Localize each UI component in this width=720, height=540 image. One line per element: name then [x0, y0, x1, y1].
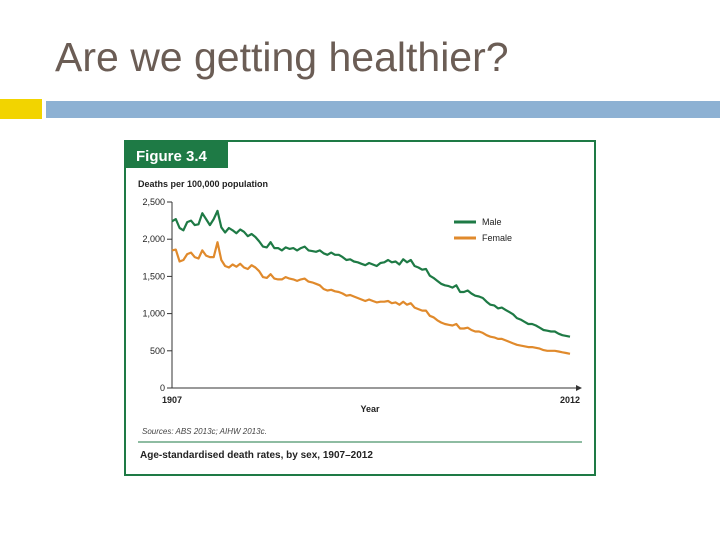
- x-axis-arrow: [576, 385, 582, 391]
- source-note: Sources: ABS 2013c; AIHW 2013c.: [142, 427, 267, 436]
- y-tick-label: 1,500: [142, 271, 165, 281]
- y-tick-label: 1,000: [142, 309, 165, 319]
- x-tick-label: 2012: [560, 395, 580, 405]
- y-tick-label: 2,000: [142, 234, 165, 244]
- legend-label-male: Male: [482, 217, 502, 227]
- figure-frame: Figure 3.4 Deaths per 100,000 population…: [124, 140, 596, 476]
- x-axis-label: Year: [360, 404, 380, 414]
- y-tick-label: 500: [150, 346, 165, 356]
- y-tick-label: 0: [160, 383, 165, 393]
- slide-title: Are we getting healthier?: [55, 34, 509, 80]
- figure-caption: Age-standardised death rates, by sex, 19…: [140, 450, 373, 461]
- figure-label-box: [126, 142, 228, 168]
- y-tick-label: 2,500: [142, 197, 165, 207]
- y-axis-label: Deaths per 100,000 population: [138, 179, 268, 189]
- figure-label: Figure 3.4: [136, 148, 208, 165]
- x-tick-label: 1907: [162, 395, 182, 405]
- legend-label-female: Female: [482, 233, 512, 243]
- accent-bar-yellow: [0, 99, 42, 119]
- series-line-female: [171, 241, 571, 355]
- accent-bar-blue: [46, 101, 720, 118]
- line-chart: Figure 3.4 Deaths per 100,000 population…: [126, 142, 582, 461]
- series-line-male: [171, 209, 571, 338]
